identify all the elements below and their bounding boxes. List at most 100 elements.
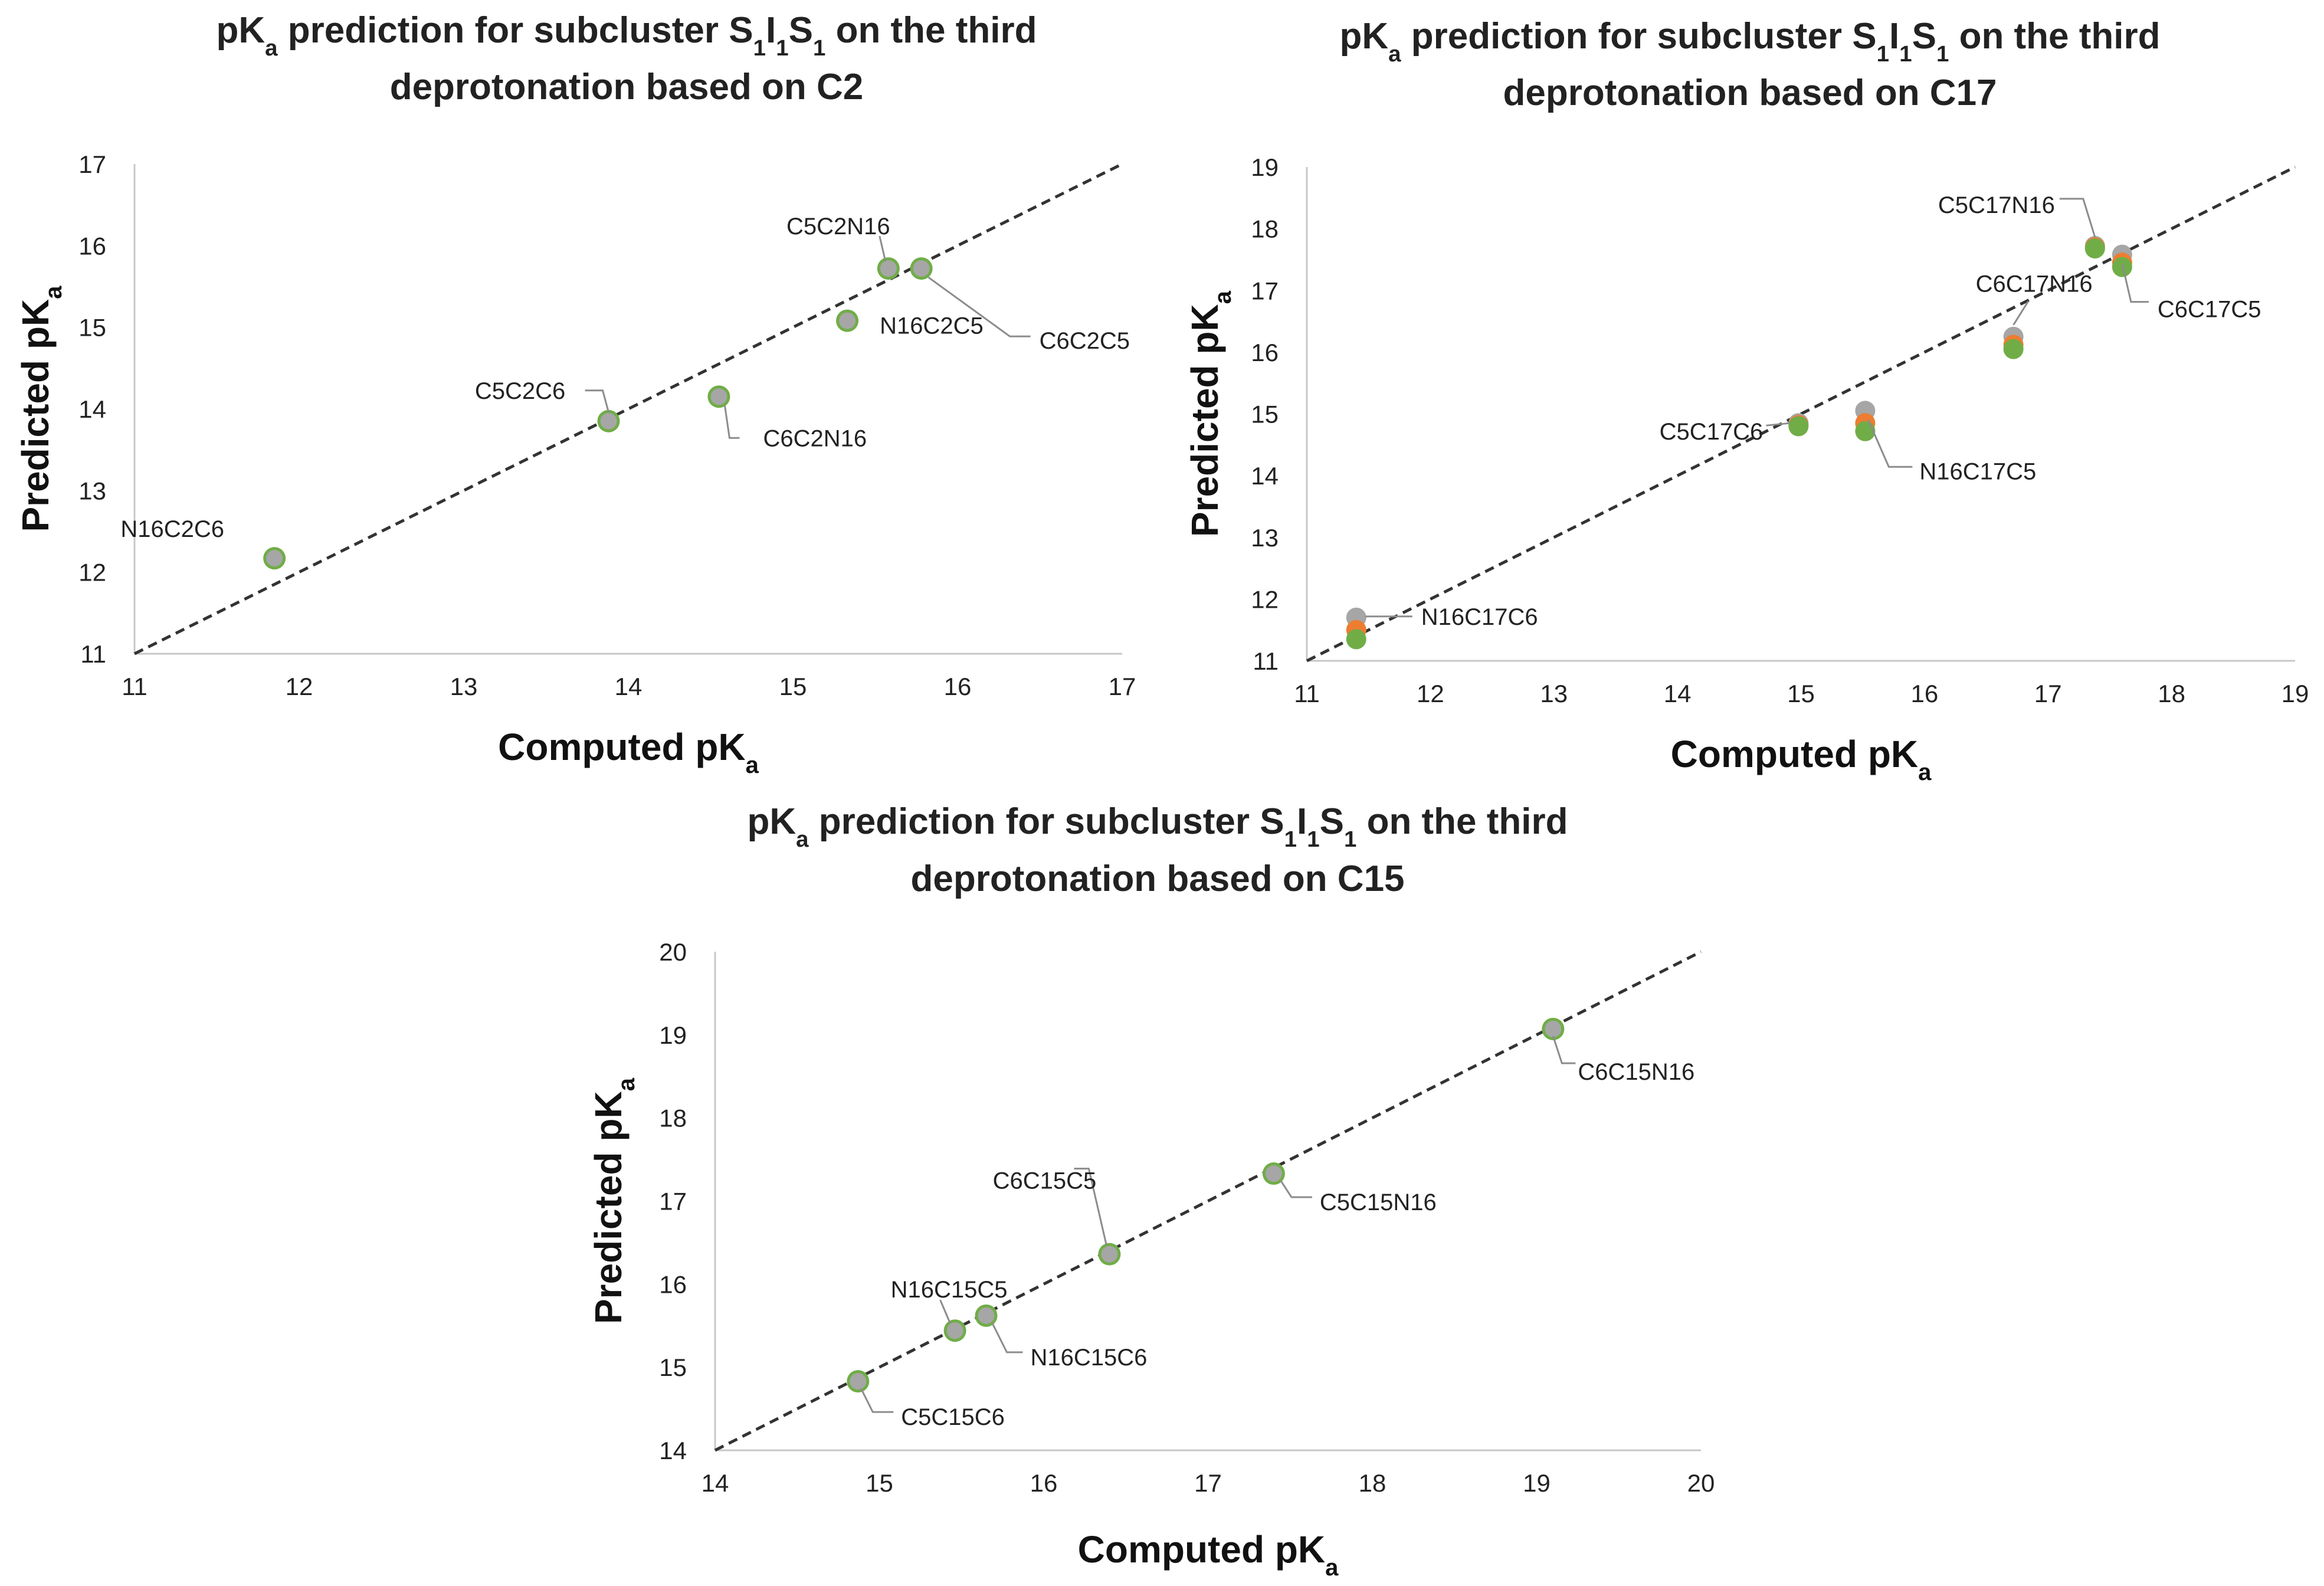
data-point <box>850 1373 867 1390</box>
data-point-green <box>1788 416 1809 437</box>
y-tick-label: 12 <box>78 559 106 586</box>
x-tick-label: 18 <box>2158 680 2185 707</box>
label-leader-line <box>585 389 609 413</box>
y-tick-label: 15 <box>659 1354 687 1381</box>
x-tick-label: 16 <box>944 673 972 700</box>
y-tick-label: 20 <box>659 938 687 966</box>
x-tick-label: 15 <box>866 1469 893 1497</box>
data-label: C5C2N16 <box>786 214 890 240</box>
y-tick-label: 16 <box>1251 339 1279 366</box>
data-label: C6C15N16 <box>1578 1059 1694 1085</box>
label-leader-line <box>860 1388 894 1413</box>
data-label: N16C15C6 <box>1031 1345 1148 1371</box>
data-label: C6C2N16 <box>763 425 867 451</box>
y-tick-label: 17 <box>659 1188 687 1215</box>
data-label: C5C15C6 <box>901 1404 1005 1430</box>
y-tick-label: 11 <box>80 640 106 668</box>
x-tick-label: 15 <box>779 673 807 700</box>
data-label: C5C17C6 <box>1660 419 1764 445</box>
label-leader-line <box>879 235 887 262</box>
data-point <box>1101 1246 1118 1263</box>
label-leader-line <box>939 1299 951 1324</box>
data-point <box>710 388 727 405</box>
y-tick-label: 15 <box>78 314 106 342</box>
data-point <box>880 260 897 277</box>
label-leader-line <box>991 1322 1023 1354</box>
y-tick-label: 14 <box>78 395 106 423</box>
data-label: N16C15C5 <box>891 1277 1008 1303</box>
reference-line <box>714 950 1702 1452</box>
label-leader-line <box>1766 422 1790 427</box>
data-point-green <box>1855 421 1876 441</box>
data-label: N16C17C5 <box>1919 458 2036 484</box>
data-point-green <box>1346 629 1366 650</box>
chart-title: pKa prediction for subcluster S1I1S1 on … <box>1339 16 2160 67</box>
y-tick-label: 19 <box>1251 153 1279 181</box>
label-leader-line <box>2059 198 2096 238</box>
y-tick-label: 18 <box>1251 215 1279 243</box>
data-label: N16C17C6 <box>1421 604 1538 630</box>
data-point <box>266 550 283 567</box>
data-label: C5C2C6 <box>475 378 565 404</box>
data-label: N16C2C5 <box>880 313 984 339</box>
x-tick-label: 14 <box>702 1469 729 1497</box>
chart-title: pKa prediction for subcluster S1I1S1 on … <box>747 801 1568 852</box>
label-leader-line <box>2012 300 2029 326</box>
y-tick-label: 13 <box>78 477 106 504</box>
x-axis-title: Computed pKa <box>1671 733 1932 785</box>
x-tick-label: 19 <box>1523 1469 1551 1497</box>
x-tick-label: 16 <box>1030 1469 1058 1497</box>
label-leader-line <box>1867 419 1913 468</box>
x-tick-label: 11 <box>122 673 147 700</box>
x-tick-label: 14 <box>1664 680 1692 707</box>
label-leader-line <box>1074 1168 1107 1246</box>
label-leader-line <box>723 405 740 439</box>
x-tick-label: 14 <box>615 673 643 700</box>
x-tick-label: 17 <box>1109 673 1136 700</box>
x-tick-label: 11 <box>1294 680 1320 707</box>
data-label: C5C17N16 <box>1938 192 2055 218</box>
y-tick-label: 19 <box>659 1021 687 1049</box>
y-axis-title: Predicted pKa <box>14 286 67 532</box>
y-tick-label: 16 <box>659 1270 687 1298</box>
y-axis-title: Predicted pKa <box>587 1077 640 1324</box>
data-point <box>839 312 856 329</box>
x-tick-label: 17 <box>1194 1469 1222 1497</box>
data-point <box>1265 1165 1282 1182</box>
y-tick-label: 15 <box>1251 401 1279 428</box>
y-tick-label: 13 <box>1251 524 1279 552</box>
data-point-green <box>2084 238 2105 259</box>
chart-title-line2: deprotonation based on C15 <box>910 858 1404 899</box>
data-point <box>946 1322 963 1339</box>
chart-title-line2: deprotonation based on C2 <box>390 67 864 107</box>
chart-panel-2: pKa prediction for subcluster S1I1S1 on … <box>1184 16 2309 785</box>
data-point <box>1545 1020 1562 1037</box>
label-leader-line <box>1552 1036 1576 1064</box>
data-label: C6C17C5 <box>2158 297 2261 323</box>
data-point <box>600 412 617 430</box>
x-tick-label: 13 <box>450 673 478 700</box>
chart-panel-1: pKa prediction for subcluster S1I1S1 on … <box>14 10 1136 778</box>
x-tick-label: 13 <box>1540 680 1568 707</box>
x-tick-label: 16 <box>1911 680 1939 707</box>
data-label: C6C15C5 <box>993 1168 1097 1194</box>
data-label: C6C17N16 <box>1976 271 2093 297</box>
data-point <box>978 1307 995 1324</box>
data-point-green <box>2003 339 2024 359</box>
y-axis-title: Predicted pKa <box>1184 290 1236 537</box>
x-tick-label: 12 <box>286 673 313 700</box>
x-tick-label: 15 <box>1787 680 1815 707</box>
label-leader-line <box>927 276 1031 337</box>
x-axis-title: Computed pKa <box>1078 1528 1339 1581</box>
x-tick-label: 20 <box>1687 1469 1715 1497</box>
y-tick-label: 12 <box>1251 585 1279 613</box>
x-axis-title: Computed pKa <box>498 726 759 778</box>
chart-panel-3: pKa prediction for subcluster S1I1S1 on … <box>587 801 1715 1581</box>
y-tick-label: 14 <box>659 1437 687 1464</box>
label-leader-line <box>1280 1180 1312 1198</box>
label-leader-line <box>2121 263 2149 303</box>
y-tick-label: 18 <box>659 1105 687 1132</box>
x-tick-label: 19 <box>2282 680 2309 707</box>
data-point <box>913 260 930 277</box>
chart-title-line2: deprotonation based on C17 <box>1503 73 1997 113</box>
